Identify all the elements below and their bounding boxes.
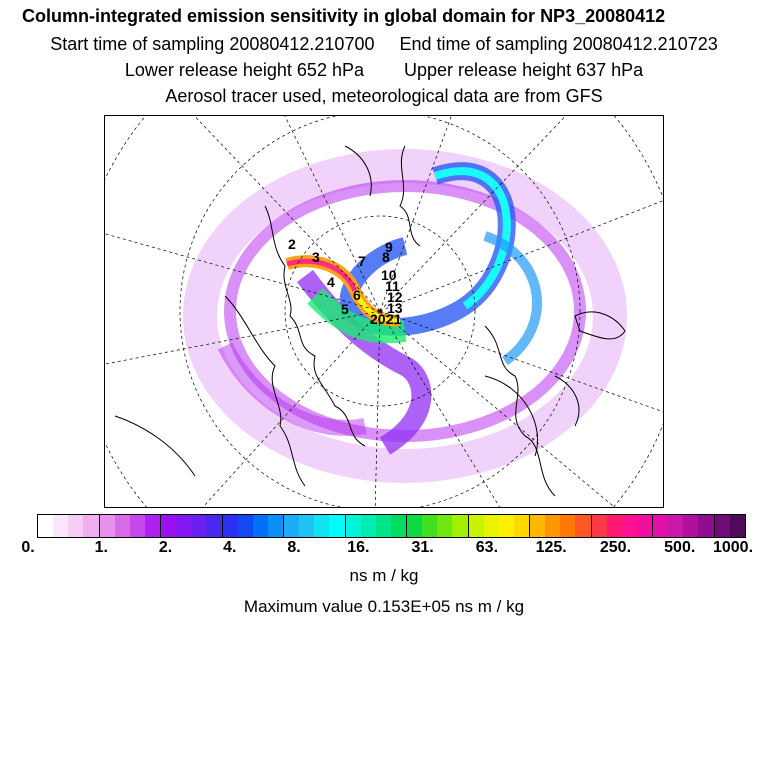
colorbar-swatch <box>452 515 469 537</box>
figure-title: Column-integrated emission sensitivity i… <box>22 6 666 26</box>
track-label: 8 <box>382 249 390 265</box>
colorbar-swatch <box>68 515 84 537</box>
track-label: 13 <box>387 300 403 316</box>
colorbar-swatch <box>698 515 715 537</box>
colorbar-swatch <box>329 515 346 537</box>
colorbar-swatch <box>191 515 207 537</box>
colorbar-swatch <box>161 515 177 537</box>
colorbar-swatch <box>621 515 637 537</box>
colorbar-swatch <box>390 515 407 537</box>
colorbar-tick-label: 4. <box>223 539 237 556</box>
graticule <box>105 116 663 507</box>
colorbar-tick-label: 0. <box>21 539 35 556</box>
track-label: 10 <box>381 267 397 283</box>
colorbar-swatch <box>468 515 484 537</box>
coastlines <box>114 145 626 497</box>
colorbar-tick-label: 1000. <box>712 539 754 556</box>
upper-release-height: Upper release height 637 hPa <box>404 60 644 80</box>
colorbar-swatch <box>653 515 669 537</box>
maximum-value: Maximum value 0.153E+05 ns m / kg <box>243 597 525 616</box>
colorbar-tick-label: 500. <box>664 539 696 556</box>
colorbar-swatch <box>299 515 315 537</box>
colorbar-swatch <box>575 515 592 537</box>
colorbar-swatch <box>206 515 223 537</box>
colorbar-swatch <box>683 515 699 537</box>
track-label: 11 <box>385 278 400 294</box>
colorbar-tick-label: 1. <box>94 539 108 556</box>
track-label: 3 <box>312 249 320 265</box>
colorbar-tick-label: 63. <box>475 539 499 556</box>
colorbar-swatch <box>636 515 653 537</box>
colorbar-swatch <box>99 515 115 537</box>
colorbar-swatch <box>437 515 453 537</box>
sampling-time-line: Start time of sampling 20080412.210700 E… <box>0 34 768 55</box>
colorbar-swatch <box>407 515 423 537</box>
colorbar-swatch <box>591 515 607 537</box>
sensitivity-field <box>183 149 627 483</box>
colorbar-tick-label: 250. <box>599 539 632 556</box>
colorbar-swatch <box>267 515 284 537</box>
track-label: 5 <box>341 301 349 317</box>
polar-map: 2 3 4 5 6 7 8 9 10 11 12 13 20 21 <box>105 116 663 507</box>
colorbar-swatch <box>560 515 576 537</box>
colorbar-swatch <box>345 515 361 537</box>
colorbar-swatch <box>360 515 376 537</box>
colorbar-tick-label: 31. <box>411 539 434 556</box>
track-label: 2 <box>288 236 296 252</box>
colorbar-unit: ns m / kg <box>349 566 419 585</box>
track-label: 6 <box>353 287 361 303</box>
colorbar-tick-label: 16. <box>347 539 370 556</box>
colorbar-swatch <box>252 515 268 537</box>
colorbar-tick-label: 8. <box>287 539 301 556</box>
colorbar-swatch <box>530 515 546 537</box>
track-label: 9 <box>385 239 393 255</box>
colorbar-swatch <box>498 515 514 537</box>
colorbar-swatch <box>375 515 391 537</box>
track-label: 20 <box>370 311 386 327</box>
track-label: 4 <box>327 274 335 290</box>
colorbar <box>37 514 746 538</box>
colorbar-swatch <box>714 515 730 537</box>
track-label: 12 <box>387 289 403 305</box>
end-time: End time of sampling 20080412.210723 <box>399 34 718 54</box>
tracer-info: Aerosol tracer used, meteorological data… <box>165 86 603 106</box>
colorbar-swatch <box>483 515 499 537</box>
colorbar-swatch <box>668 515 684 537</box>
start-time: Start time of sampling 20080412.210700 <box>50 34 375 54</box>
colorbar-swatch <box>176 515 192 537</box>
colorbar-swatch <box>83 515 100 537</box>
colorbar-swatch <box>513 515 530 537</box>
colorbar-tick-label: 2. <box>158 539 173 556</box>
colorbar-swatch <box>53 515 69 537</box>
track-label: 21 <box>386 311 402 327</box>
colorbar-swatch <box>284 515 300 537</box>
colorbar-swatch <box>114 515 130 537</box>
colorbar-swatch <box>237 515 253 537</box>
colorbar-swatch <box>545 515 561 537</box>
colorbar-swatch <box>129 515 145 537</box>
colorbar-swatch <box>422 515 438 537</box>
colorbar-swatch <box>314 515 330 537</box>
track-label: 7 <box>358 253 366 269</box>
colorbar-swatch <box>729 515 745 537</box>
colorbar-swatch <box>38 515 54 537</box>
track-labels: 2 3 4 5 6 7 8 9 10 11 12 13 20 21 <box>288 236 403 327</box>
colorbar-swatch <box>222 515 238 537</box>
colorbar-swatch <box>144 515 161 537</box>
release-height-line: Lower release height 652 hPa Upper relea… <box>0 60 768 81</box>
lower-release-height: Lower release height 652 hPa <box>124 60 364 80</box>
colorbar-swatch <box>606 515 622 537</box>
map-panel: 2 3 4 5 6 7 8 9 10 11 12 13 20 21 <box>104 115 664 508</box>
colorbar-tick-label: 125. <box>535 539 567 556</box>
